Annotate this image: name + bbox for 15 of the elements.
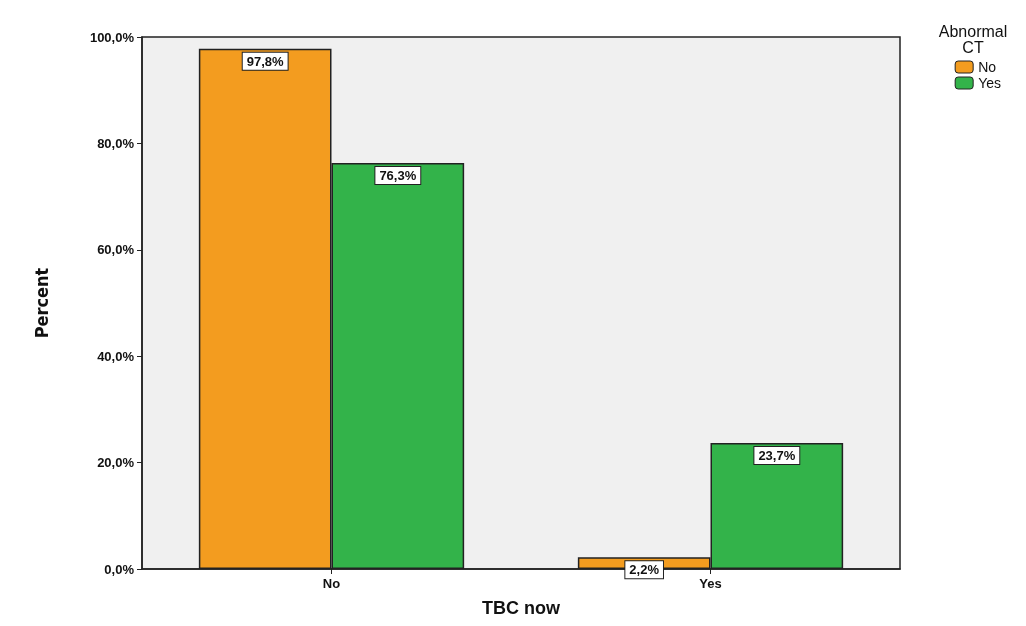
y-axis-title: Percent	[30, 267, 52, 339]
y-tick-label: 80,0%	[97, 135, 135, 151]
legend-label: No	[978, 59, 997, 75]
data-label: 97,8%	[246, 53, 285, 69]
y-tick-label: 0,0%	[104, 561, 135, 577]
y-tick-label: 40,0%	[97, 348, 135, 364]
data-label: 2,2%	[629, 562, 660, 578]
data-label: 23,7%	[758, 447, 796, 463]
y-tick-label: 20,0%	[97, 455, 135, 471]
data-label: 76,3%	[379, 168, 417, 184]
x-axis-title: TBC now	[482, 598, 561, 618]
legend-label: Yes	[978, 75, 1001, 91]
y-tick-label: 100,0%	[89, 29, 135, 45]
y-tick-label: 60,0%	[97, 242, 135, 258]
legend-title: Abnormal CT	[938, 22, 1008, 56]
